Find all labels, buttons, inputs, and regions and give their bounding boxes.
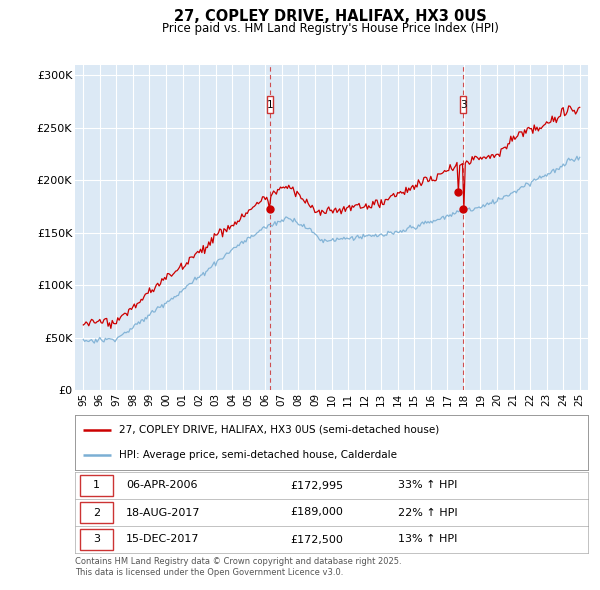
Text: 18-AUG-2017: 18-AUG-2017	[127, 507, 201, 517]
Text: 13% ↑ HPI: 13% ↑ HPI	[398, 535, 458, 545]
Text: 06-APR-2006: 06-APR-2006	[127, 480, 198, 490]
FancyBboxPatch shape	[80, 529, 113, 550]
Text: £172,995: £172,995	[290, 480, 344, 490]
Text: 3: 3	[94, 535, 100, 545]
Text: 1: 1	[94, 480, 100, 490]
Text: 27, COPLEY DRIVE, HALIFAX, HX3 0US: 27, COPLEY DRIVE, HALIFAX, HX3 0US	[173, 9, 487, 24]
FancyBboxPatch shape	[266, 96, 273, 113]
Text: 27, COPLEY DRIVE, HALIFAX, HX3 0US (semi-detached house): 27, COPLEY DRIVE, HALIFAX, HX3 0US (semi…	[119, 425, 439, 435]
Text: This data is licensed under the Open Government Licence v3.0.: This data is licensed under the Open Gov…	[75, 568, 343, 577]
FancyBboxPatch shape	[80, 475, 113, 496]
Text: 2: 2	[93, 507, 100, 517]
Text: HPI: Average price, semi-detached house, Calderdale: HPI: Average price, semi-detached house,…	[119, 450, 397, 460]
FancyBboxPatch shape	[80, 502, 113, 523]
Text: £189,000: £189,000	[290, 507, 343, 517]
FancyBboxPatch shape	[460, 96, 466, 113]
Text: 3: 3	[460, 100, 467, 110]
Text: Contains HM Land Registry data © Crown copyright and database right 2025.: Contains HM Land Registry data © Crown c…	[75, 557, 401, 566]
Text: 15-DEC-2017: 15-DEC-2017	[127, 535, 200, 545]
Text: £172,500: £172,500	[290, 535, 343, 545]
Text: 1: 1	[266, 100, 273, 110]
Text: 22% ↑ HPI: 22% ↑ HPI	[398, 507, 458, 517]
Text: Price paid vs. HM Land Registry's House Price Index (HPI): Price paid vs. HM Land Registry's House …	[161, 22, 499, 35]
Text: 33% ↑ HPI: 33% ↑ HPI	[398, 480, 458, 490]
